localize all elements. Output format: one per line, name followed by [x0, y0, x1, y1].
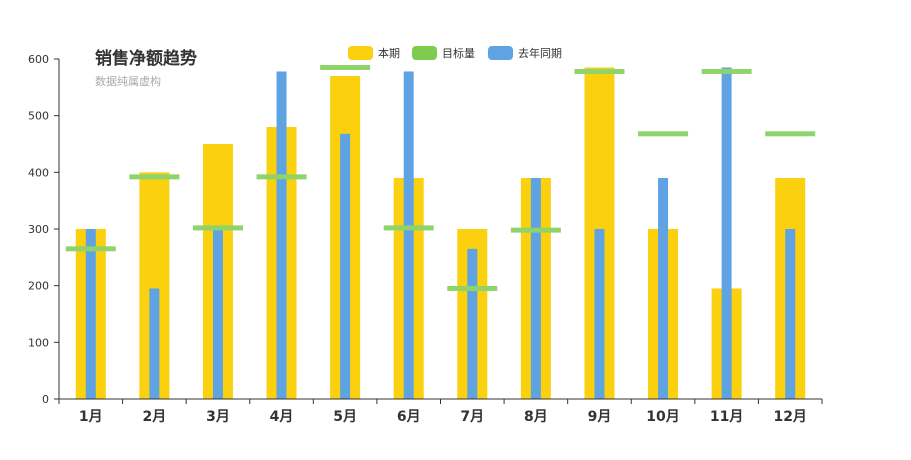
bar-last-year-12[interactable]: [785, 229, 796, 399]
target-marker-1[interactable]: [65, 246, 116, 252]
target-marker-6[interactable]: [383, 225, 434, 231]
x-tick-label: 3月: [206, 409, 230, 425]
legend-swatch-3[interactable]: [488, 46, 513, 60]
y-tick-label: 400: [28, 166, 49, 179]
x-tick-label: 10月: [646, 409, 679, 425]
target-marker-8[interactable]: [510, 227, 561, 233]
legend-swatch-1[interactable]: [348, 46, 373, 60]
x-tick-label: 4月: [270, 409, 294, 425]
x-tick-label: 2月: [143, 409, 167, 425]
chart-title: 销售净额趋势: [95, 49, 197, 69]
bar-last-year-1[interactable]: [85, 229, 96, 399]
legend-swatch-2[interactable]: [412, 46, 437, 60]
target-marker-10[interactable]: [638, 131, 689, 137]
target-marker-12[interactable]: [765, 131, 816, 137]
y-tick-label: 600: [28, 53, 49, 66]
bar-last-year-8[interactable]: [530, 178, 541, 399]
y-tick-label: 100: [28, 336, 49, 349]
legend-label-2[interactable]: 目标量: [442, 46, 475, 60]
chart-subtitle: 数据纯属虚构: [95, 75, 161, 88]
bar-last-year-3[interactable]: [212, 229, 223, 399]
legend-label-1[interactable]: 本期: [378, 46, 400, 60]
x-tick-label: 7月: [460, 409, 484, 425]
x-tick-label: 9月: [588, 409, 612, 425]
legend-label-3[interactable]: 去年同期: [518, 46, 562, 60]
y-tick-label: 500: [28, 110, 49, 123]
x-tick-label: 8月: [524, 409, 548, 425]
y-tick-label: 200: [28, 280, 49, 293]
y-tick-label: 0: [42, 393, 49, 406]
target-marker-5[interactable]: [320, 65, 371, 70]
target-marker-7[interactable]: [447, 286, 498, 291]
x-tick-label: 6月: [397, 409, 421, 425]
bar-last-year-11[interactable]: [721, 67, 732, 400]
target-marker-3[interactable]: [192, 225, 243, 231]
bar-last-year-4[interactable]: [276, 71, 287, 399]
x-tick-label: 1月: [79, 409, 103, 425]
x-tick-label: 5月: [333, 409, 357, 425]
target-marker-2[interactable]: [129, 174, 180, 180]
bar-last-year-10[interactable]: [658, 178, 669, 399]
target-marker-4[interactable]: [256, 174, 307, 180]
bar-last-year-6[interactable]: [403, 71, 414, 399]
bar-last-year-2[interactable]: [149, 288, 160, 400]
target-marker-9[interactable]: [574, 68, 625, 74]
bar-last-year-9[interactable]: [594, 229, 605, 399]
x-tick-label: 11月: [710, 409, 743, 425]
bar-last-year-5[interactable]: [340, 133, 351, 400]
target-marker-11[interactable]: [701, 68, 752, 74]
y-tick-label: 300: [28, 223, 49, 236]
bar-last-year-7[interactable]: [467, 248, 478, 399]
x-tick-label: 12月: [773, 409, 806, 425]
